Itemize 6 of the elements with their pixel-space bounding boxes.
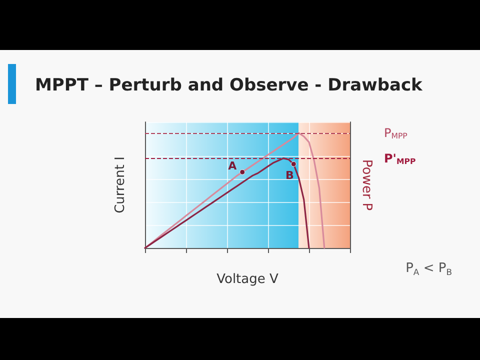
annotation: A: [228, 160, 238, 173]
x-axis-title: Voltage V: [216, 272, 278, 287]
annotation: B: [285, 168, 294, 182]
y2-axis-title: Power P: [359, 159, 374, 211]
y-axis-title: Current I: [113, 156, 128, 214]
chart-title: MPPT – Perturb and Observe - Drawback: [35, 76, 424, 96]
